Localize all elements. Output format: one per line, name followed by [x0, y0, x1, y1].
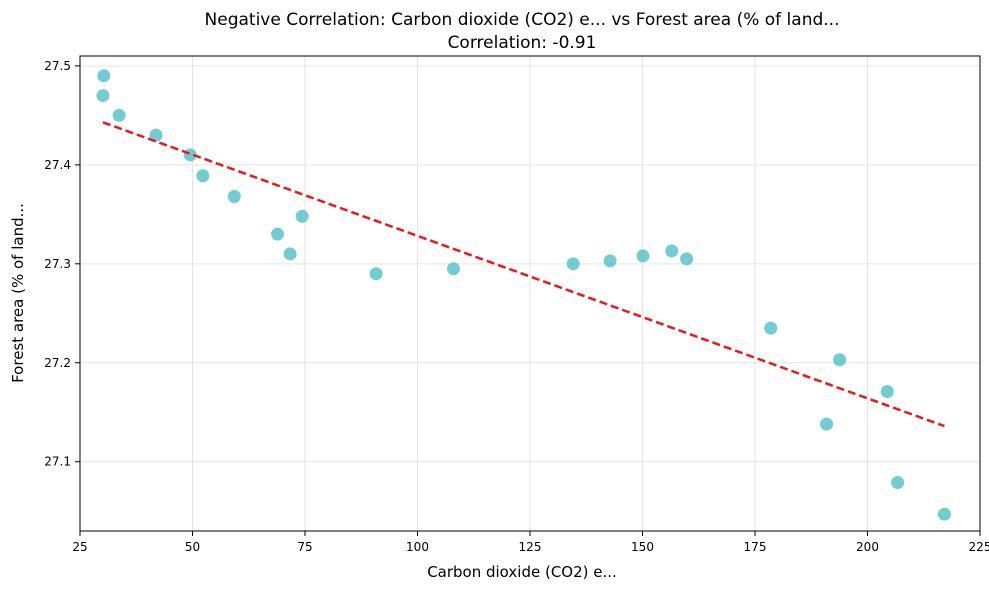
y-tick-label: 27.3 — [44, 257, 71, 271]
x-tick-label: 25 — [72, 540, 87, 554]
data-point — [665, 244, 679, 258]
grid-lines — [79, 56, 981, 531]
y-tick-label: 27.5 — [44, 59, 71, 73]
data-point — [271, 227, 285, 241]
data-point — [97, 69, 111, 83]
x-axis-label: Carbon dioxide (CO2) e... — [427, 563, 617, 581]
data-point — [295, 209, 309, 223]
data-point — [447, 262, 460, 276]
data-point — [149, 128, 163, 142]
trend-line-group — [102, 121, 945, 428]
data-point — [369, 267, 383, 281]
data-points — [96, 69, 951, 521]
y-tick-label: 27.4 — [44, 158, 71, 172]
x-axis-ticks: 25 50 75 100 125 150 175 200 225 — [72, 531, 989, 554]
data-point — [880, 384, 894, 398]
data-point — [636, 249, 650, 263]
x-tick-label: 100 — [406, 540, 429, 554]
x-tick-label: 200 — [856, 540, 879, 554]
data-point — [833, 353, 847, 367]
data-point — [680, 252, 694, 266]
chart-subtitle: Correlation: -0.91 — [448, 33, 597, 53]
x-tick-label: 50 — [185, 540, 200, 554]
y-axis-ticks: 27.1 27.2 27.3 27.4 27.5 — [44, 59, 80, 469]
x-tick-label: 125 — [519, 540, 542, 554]
x-tick-label: 225 — [969, 540, 989, 554]
data-point — [566, 257, 580, 271]
y-tick-label: 27.2 — [44, 356, 71, 370]
x-tick-label: 150 — [631, 540, 654, 554]
data-point — [283, 247, 297, 261]
data-point — [96, 89, 110, 103]
data-point — [227, 190, 241, 204]
data-point — [196, 169, 210, 183]
data-point — [764, 321, 778, 335]
y-tick-label: 27.1 — [44, 455, 71, 469]
data-point — [891, 476, 905, 490]
data-point — [603, 254, 617, 268]
y-axis-label: Forest area (% of land... — [9, 203, 27, 383]
chart-title: Negative Correlation: Carbon dioxide (CO… — [205, 10, 840, 30]
data-point — [112, 108, 126, 122]
x-tick-label: 75 — [297, 540, 312, 554]
trend-line — [102, 121, 945, 428]
data-point — [820, 417, 834, 431]
data-point — [937, 507, 951, 521]
x-tick-label: 175 — [744, 540, 767, 554]
